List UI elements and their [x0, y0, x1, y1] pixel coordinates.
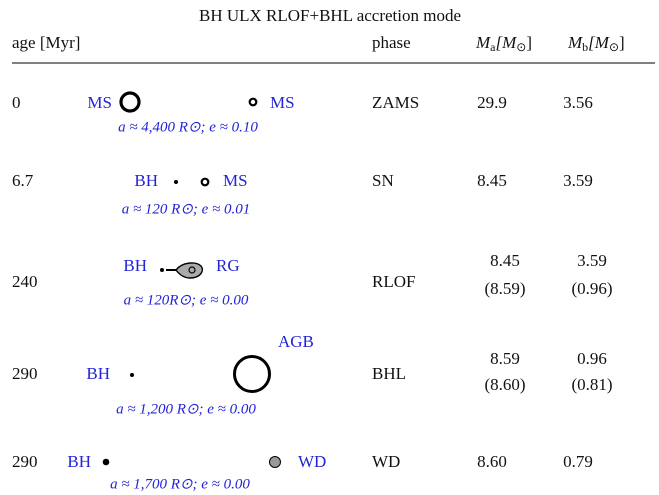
right-label: WD	[298, 452, 326, 471]
header-ma: Ma[M⊙]	[475, 33, 532, 54]
age: 290	[12, 452, 38, 471]
age: 240	[12, 272, 38, 291]
black-hole	[174, 180, 178, 184]
white-dwarf	[269, 456, 281, 468]
right-label: RG	[216, 256, 240, 275]
mass-b: 3.59	[563, 171, 593, 190]
mass-b: (0.96)	[571, 279, 612, 298]
header-part: a	[490, 40, 496, 54]
mass-b: 3.56	[563, 93, 593, 112]
mass-b: 0.96	[577, 349, 607, 368]
mass-a: (8.60)	[484, 375, 525, 394]
orbit: a ≈ 120R⊙; e ≈ 0.00	[124, 292, 249, 308]
mass-b: (0.81)	[571, 375, 612, 394]
star	[233, 355, 271, 393]
header-part: b	[582, 40, 588, 54]
black-hole	[102, 458, 110, 466]
left-label: MS	[87, 93, 112, 112]
right-label: AGB	[278, 332, 314, 351]
phase: BHL	[372, 364, 406, 383]
mass-a: 8.60	[477, 452, 507, 471]
left-label: BH	[134, 171, 158, 190]
age: 6.7	[12, 171, 34, 190]
phase: WD	[372, 452, 400, 471]
black-hole	[160, 268, 164, 272]
header-part: ]	[526, 33, 532, 52]
mass-a: (8.59)	[484, 279, 525, 298]
phase: SN	[372, 171, 394, 190]
black-hole	[130, 373, 134, 377]
header-part: ]	[619, 33, 625, 52]
star	[248, 97, 258, 107]
orbit: a ≈ 4,400 R⊙; e ≈ 0.10	[118, 119, 258, 135]
header-part: M	[567, 33, 583, 52]
phase: ZAMS	[372, 93, 419, 112]
title: BH ULX RLOF+BHL accretion mode	[199, 6, 461, 25]
mass-b: 3.59	[577, 251, 607, 270]
right-label: MS	[223, 171, 248, 190]
right-label: MS	[270, 93, 295, 112]
mass-a: 8.59	[490, 349, 520, 368]
left-label: BH	[67, 452, 91, 471]
left-label: BH	[86, 364, 110, 383]
star	[200, 177, 210, 187]
header-phase: phase	[372, 33, 411, 52]
core	[188, 266, 196, 274]
mass-a: 8.45	[477, 171, 507, 190]
header-part: ⊙	[609, 40, 619, 54]
phase: RLOF	[372, 272, 415, 291]
mass-a: 8.45	[490, 251, 520, 270]
orbit: a ≈ 120 R⊙; e ≈ 0.01	[122, 201, 251, 217]
header-part: ⊙	[516, 40, 526, 54]
header-part: [M	[496, 33, 518, 52]
age: 290	[12, 364, 38, 383]
mass-a: 29.9	[477, 93, 507, 112]
star	[119, 91, 141, 113]
age: 0	[12, 93, 21, 112]
header-part: [M	[588, 33, 610, 52]
left-label: BH	[123, 256, 147, 275]
header-age: age [Myr]	[12, 33, 80, 52]
header-mb: Mb[M⊙]	[567, 33, 625, 54]
mass-b: 0.79	[563, 452, 593, 471]
header-part: M	[475, 33, 491, 52]
orbit: a ≈ 1,700 R⊙; e ≈ 0.00	[110, 476, 250, 492]
orbit: a ≈ 1,200 R⊙; e ≈ 0.00	[116, 401, 256, 417]
